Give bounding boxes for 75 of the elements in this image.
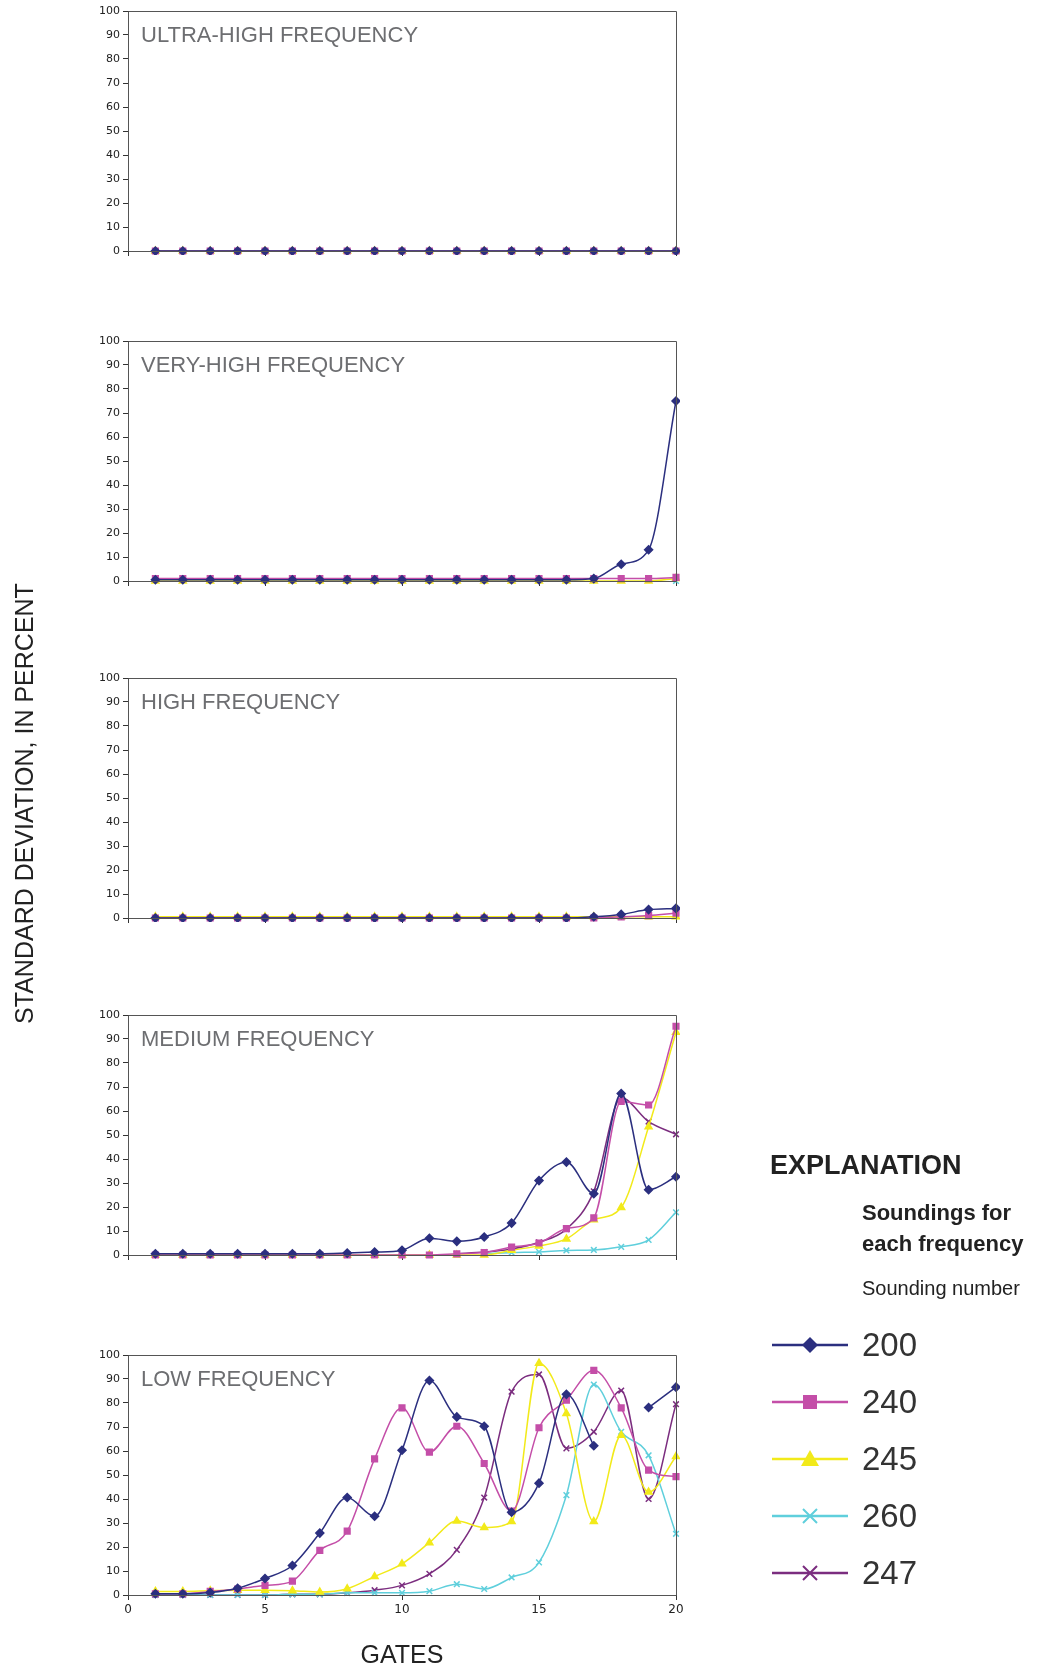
legend-label: 247	[862, 1553, 918, 1592]
y-tick-label: 20	[106, 1199, 120, 1213]
y-tick-label: 50	[106, 1467, 120, 1481]
y-tick-label: 90	[106, 1031, 120, 1045]
y-axis-title: STANDARD DEVIATION, IN PERCENT	[9, 582, 39, 1024]
x-tick-label: 10	[394, 1602, 410, 1617]
y-tick-label: 70	[106, 1419, 120, 1433]
legend-label: 200	[862, 1325, 918, 1364]
y-tick-label: 10	[106, 886, 120, 900]
y-tick-label: 80	[106, 51, 120, 65]
legend-label: 240	[862, 1382, 918, 1421]
y-tick-label: 0	[113, 910, 120, 924]
y-tick-label: 0	[113, 1247, 120, 1261]
y-tick-label: 40	[106, 1491, 120, 1505]
text: LOW FREQUENCY	[141, 1366, 336, 1392]
y-tick-label: 70	[106, 1079, 120, 1093]
y-tick-label: 70	[106, 75, 120, 89]
y-tick-label: 60	[106, 429, 120, 443]
y-tick-label: 60	[106, 1103, 120, 1117]
y-tick-label: 100	[99, 1007, 120, 1021]
y-tick-label: 30	[106, 1175, 120, 1189]
y-tick-label: 80	[106, 718, 120, 732]
y-tick-label: 40	[106, 1151, 120, 1165]
x-tick-label: 0	[124, 1602, 132, 1617]
text: ULTRA-HIGH FREQUENCY	[141, 22, 419, 48]
legend-title: Sounding number	[862, 1277, 1021, 1300]
text: MEDIUM FREQUENCY	[141, 1026, 375, 1052]
y-tick-label: 100	[99, 3, 120, 17]
y-tick-label: 60	[106, 1443, 120, 1457]
y-tick-label: 70	[106, 742, 120, 756]
y-tick-label: 20	[106, 195, 120, 209]
y-tick-label: 80	[106, 381, 120, 395]
text: HIGH FREQUENCY	[141, 689, 341, 715]
y-tick-label: 60	[106, 99, 120, 113]
y-tick-label: 60	[106, 766, 120, 780]
y-tick-label: 0	[113, 243, 120, 257]
y-tick-label: 30	[106, 1515, 120, 1529]
y-tick-label: 80	[106, 1055, 120, 1069]
y-tick-label: 40	[106, 814, 120, 828]
y-tick-label: 20	[106, 1539, 120, 1553]
text: Soundings for each frequency	[862, 1199, 1025, 1258]
y-tick-label: 80	[106, 1395, 120, 1409]
y-tick-label: 50	[106, 1127, 120, 1141]
x-axis-title: GATES	[360, 1639, 444, 1668]
y-tick-label: 50	[106, 123, 120, 137]
y-tick-label: 30	[106, 838, 120, 852]
y-tick-label: 10	[106, 1223, 120, 1237]
x-tick-label: 5	[261, 1602, 269, 1617]
legend-label: 260	[862, 1496, 918, 1535]
y-tick-label: 90	[106, 27, 120, 41]
y-tick-label: 10	[106, 549, 120, 563]
y-tick-label: 90	[106, 1371, 120, 1385]
y-tick-label: 30	[106, 501, 120, 515]
legend-label: 245	[862, 1439, 918, 1478]
y-tick-label: 100	[99, 333, 120, 347]
y-tick-label: 90	[106, 357, 120, 371]
y-tick-label: 10	[106, 1563, 120, 1577]
y-tick-label: 90	[106, 694, 120, 708]
y-tick-label: 0	[113, 1587, 120, 1601]
y-tick-label: 0	[113, 573, 120, 587]
y-tick-label: 50	[106, 453, 120, 467]
x-tick-label: 20	[668, 1602, 684, 1617]
y-tick-label: 20	[106, 862, 120, 876]
y-tick-label: 10	[106, 219, 120, 233]
y-tick-label: 40	[106, 147, 120, 161]
text: VERY-HIGH FREQUENCY	[141, 352, 406, 378]
y-tick-label: 50	[106, 790, 120, 804]
y-tick-label: 100	[99, 670, 120, 684]
text: EXPLANATION	[770, 1150, 963, 1181]
y-tick-label: 100	[99, 1347, 120, 1361]
x-tick-label: 15	[531, 1602, 547, 1617]
y-tick-label: 20	[106, 525, 120, 539]
y-tick-label: 70	[106, 405, 120, 419]
y-tick-label: 40	[106, 477, 120, 491]
y-tick-label: 30	[106, 171, 120, 185]
